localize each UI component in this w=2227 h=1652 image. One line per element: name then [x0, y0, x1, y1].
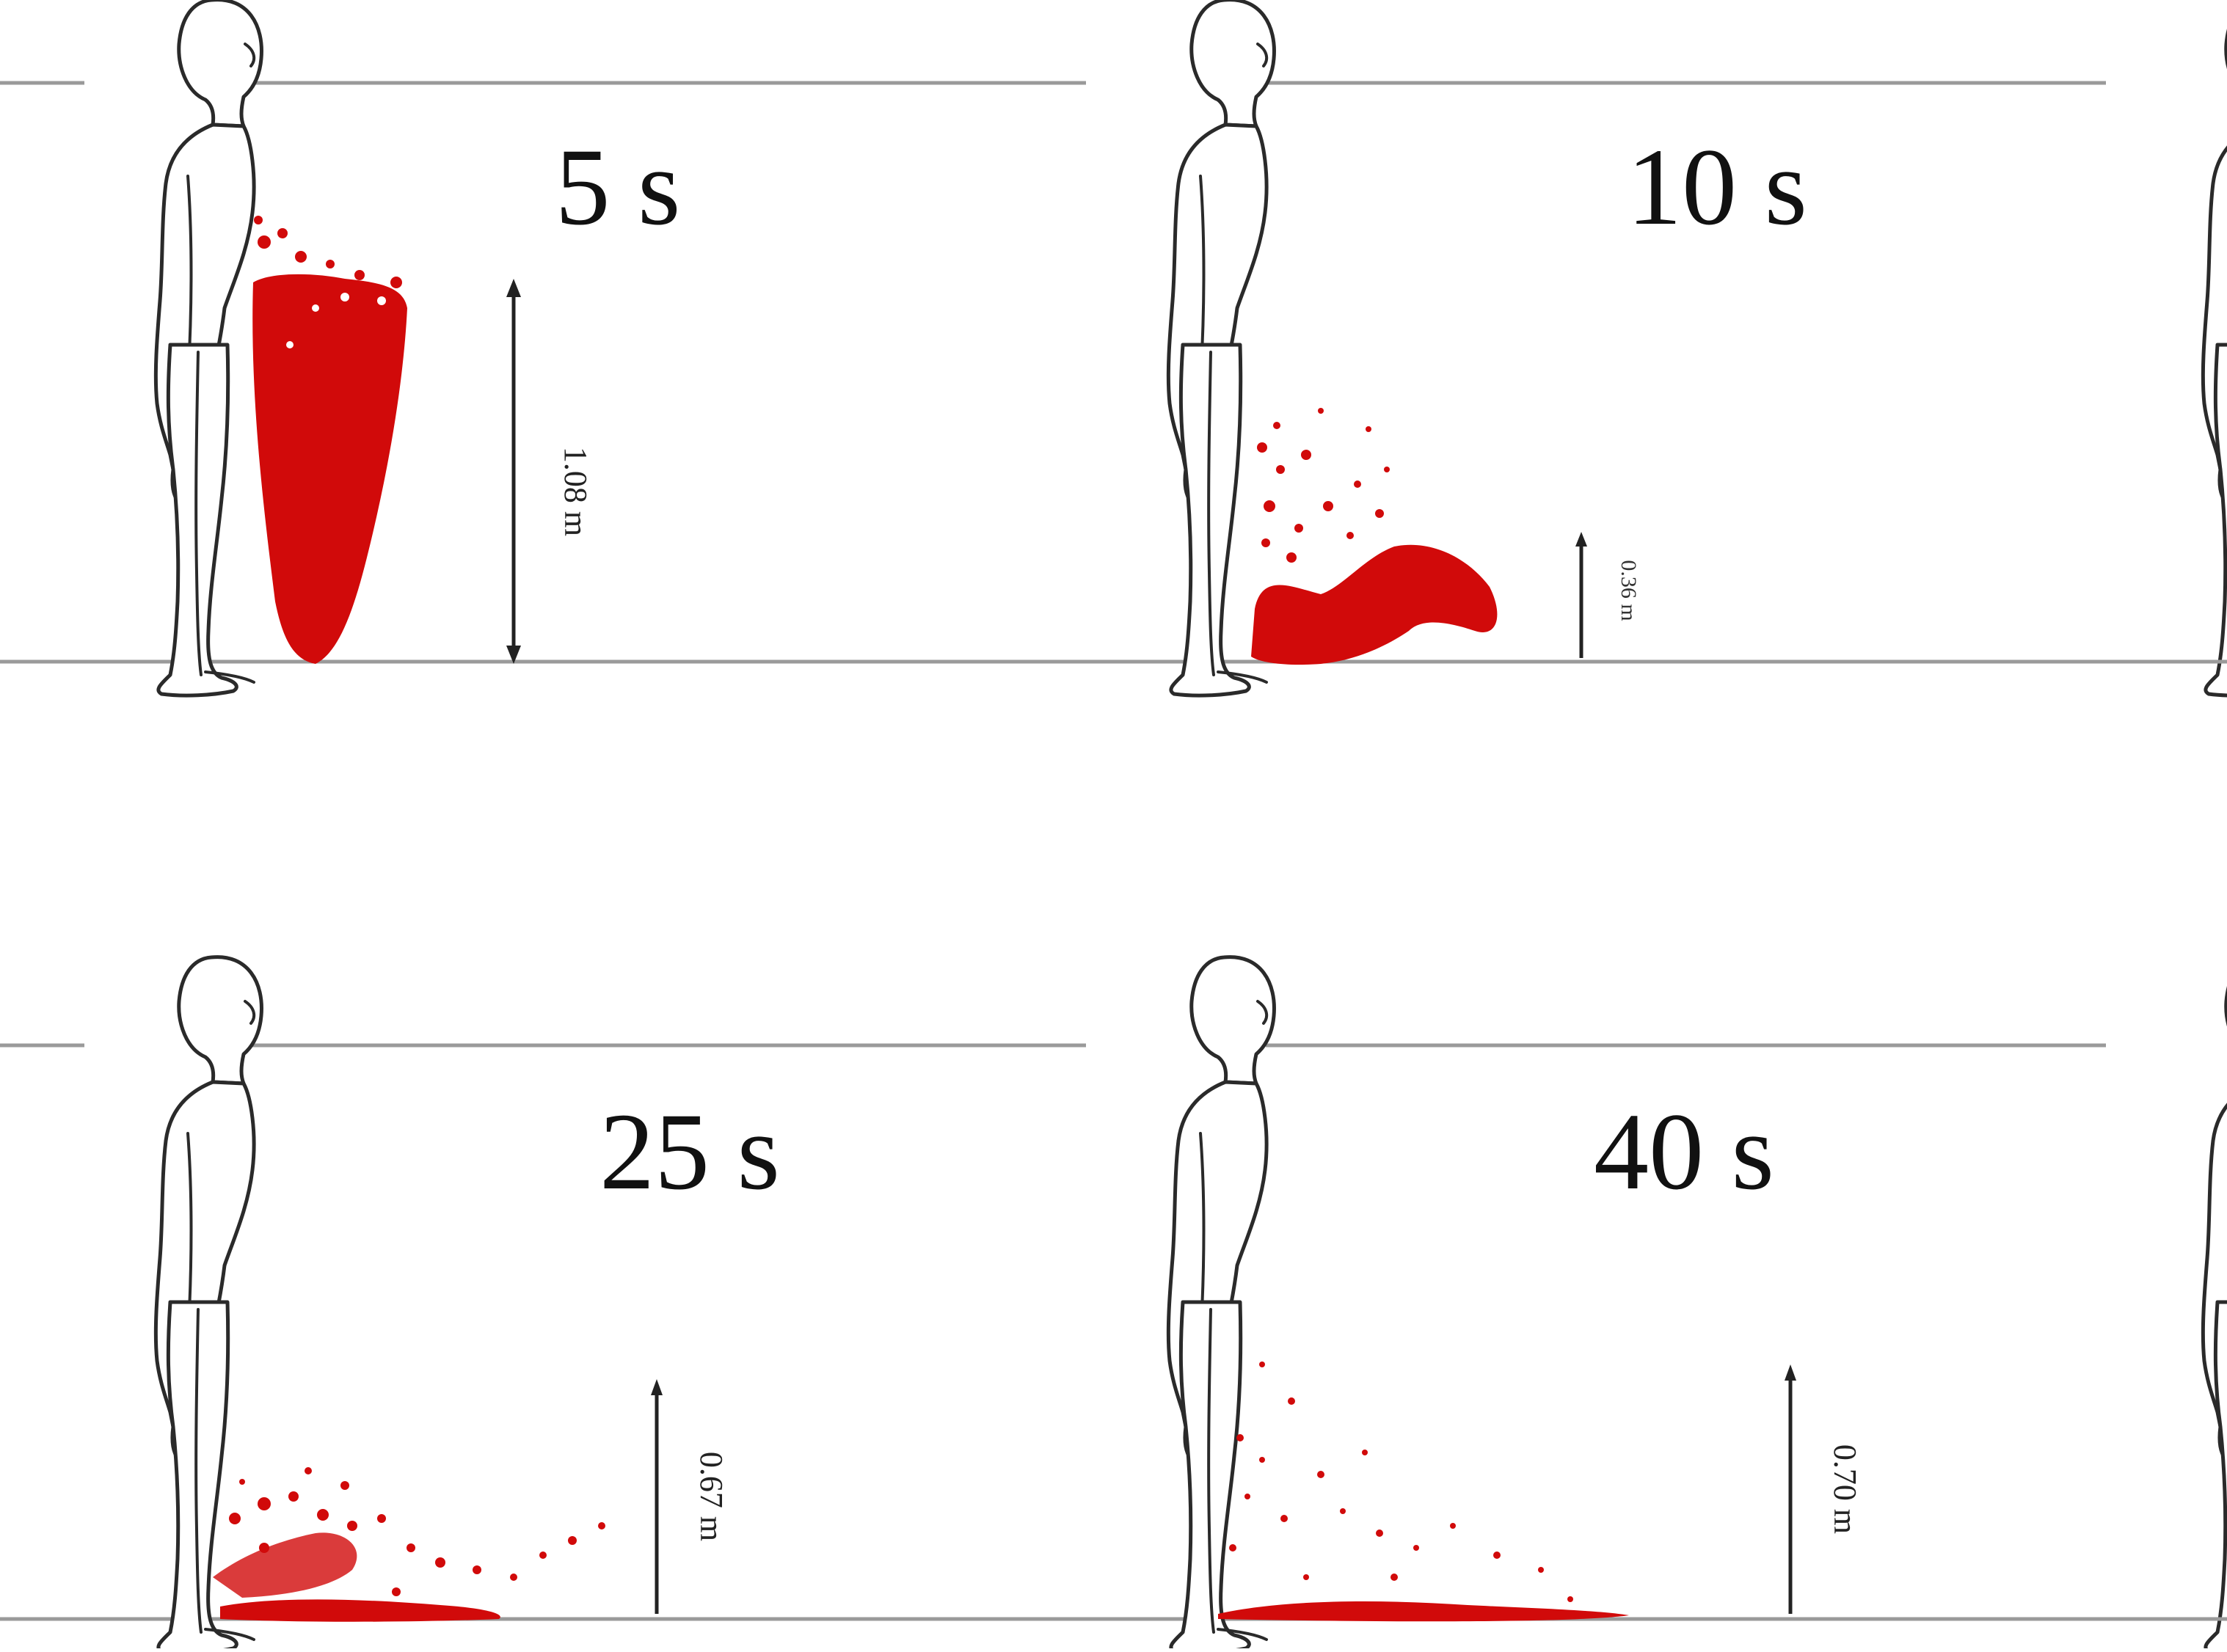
time-label: 10 s [1627, 126, 1807, 248]
height-label: 0.36 m [1617, 560, 1641, 621]
standing-person-icon [156, 957, 261, 1648]
time-label: 40 s [1594, 1091, 1774, 1213]
panel-5s: 1.08 m 5 s [0, 0, 1086, 695]
standing-person-icon [2203, 957, 2227, 1648]
panel-25s: 0.67 m 25 s [0, 957, 1086, 1648]
droplet-cloud [213, 1467, 605, 1622]
cropped-panel-top [2106, 0, 2227, 695]
panel-40s: 0.70 m 40 s [1086, 957, 2106, 1648]
standing-person-icon [156, 0, 261, 695]
standing-person-icon [2203, 0, 2227, 695]
standing-person-icon [1168, 0, 1274, 695]
height-label: 0.70 m [1827, 1444, 1863, 1534]
droplet-cloud [252, 216, 407, 665]
time-label: 5 s [555, 126, 681, 248]
droplet-cloud [1218, 1362, 1629, 1622]
cropped-panel-bottom [2106, 957, 2227, 1648]
time-label: 25 s [599, 1091, 780, 1213]
height-label: 0.67 m [693, 1452, 729, 1541]
droplet-cloud [1251, 408, 1498, 665]
height-label: 1.08 m [558, 447, 594, 536]
standing-person-icon [1168, 957, 1274, 1648]
panel-10s: 0.36 m 10 s [1086, 0, 2106, 695]
